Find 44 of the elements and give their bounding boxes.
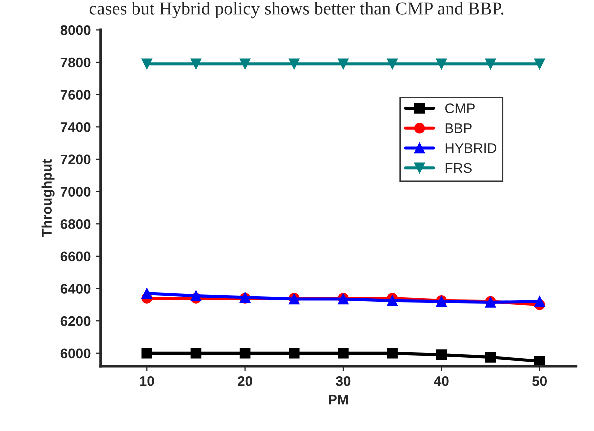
y-tick-label: 6400 (60, 284, 91, 294)
y-tick-label: 6200 (60, 316, 91, 326)
text: cases but Hybrid policy shows better than CMP and BBP. (90, 2, 504, 19)
point (436, 58, 448, 70)
point (387, 296, 398, 306)
y-tick-label: 7400 (60, 122, 91, 132)
y-tick-label: 7200 (60, 154, 91, 165)
y-tick-label: 6600 (60, 252, 91, 262)
legend-label: HYBRID (446, 144, 497, 154)
y-tick-label: 7800 (60, 58, 91, 68)
point (387, 348, 398, 359)
y-tick-label: 6800 (60, 219, 91, 230)
point (485, 352, 496, 363)
y-tick-label: 6000 (60, 348, 91, 359)
y-axis-title: Throughput (42, 159, 55, 238)
y-tick-label: 7000 (60, 187, 91, 197)
point (142, 288, 153, 299)
point (436, 350, 448, 360)
point (190, 290, 202, 302)
point (534, 296, 546, 308)
y-tick-label: 8000 (60, 26, 91, 36)
x-tick-label: 20 (238, 376, 252, 386)
legend-label: FRS (446, 163, 472, 174)
point (190, 58, 202, 70)
point (240, 58, 251, 70)
x-tick-label: 40 (434, 376, 449, 386)
point (142, 58, 153, 70)
legend-label: BBP (446, 124, 472, 134)
point (289, 348, 300, 359)
x-tick-label: 10 (140, 376, 154, 386)
x-axis-title: PM (329, 395, 348, 405)
point (387, 58, 398, 70)
point (190, 348, 202, 359)
point (485, 58, 496, 70)
point (240, 348, 251, 359)
point (338, 348, 349, 359)
legend-label: CMP (446, 104, 475, 114)
y-tick-label: 7600 (60, 90, 91, 100)
point (338, 58, 349, 70)
point (142, 348, 153, 359)
point (534, 58, 546, 70)
x-tick-label: 30 (336, 376, 351, 386)
point (289, 58, 300, 70)
x-tick-label: 50 (532, 376, 548, 386)
